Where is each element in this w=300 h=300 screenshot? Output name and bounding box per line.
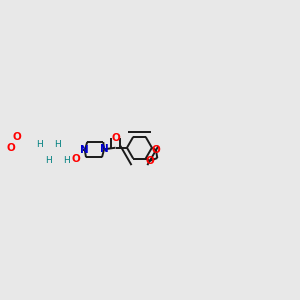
Text: H: H <box>54 140 61 149</box>
Text: N: N <box>100 144 109 154</box>
Text: O: O <box>6 143 15 153</box>
Text: O: O <box>12 132 21 142</box>
Text: H: H <box>63 156 70 165</box>
Text: H: H <box>45 156 52 165</box>
Text: N: N <box>80 145 89 155</box>
Text: H: H <box>36 140 43 149</box>
Text: O: O <box>111 134 120 143</box>
Text: O: O <box>152 145 160 155</box>
Text: O: O <box>71 154 80 164</box>
Text: O: O <box>145 156 154 166</box>
